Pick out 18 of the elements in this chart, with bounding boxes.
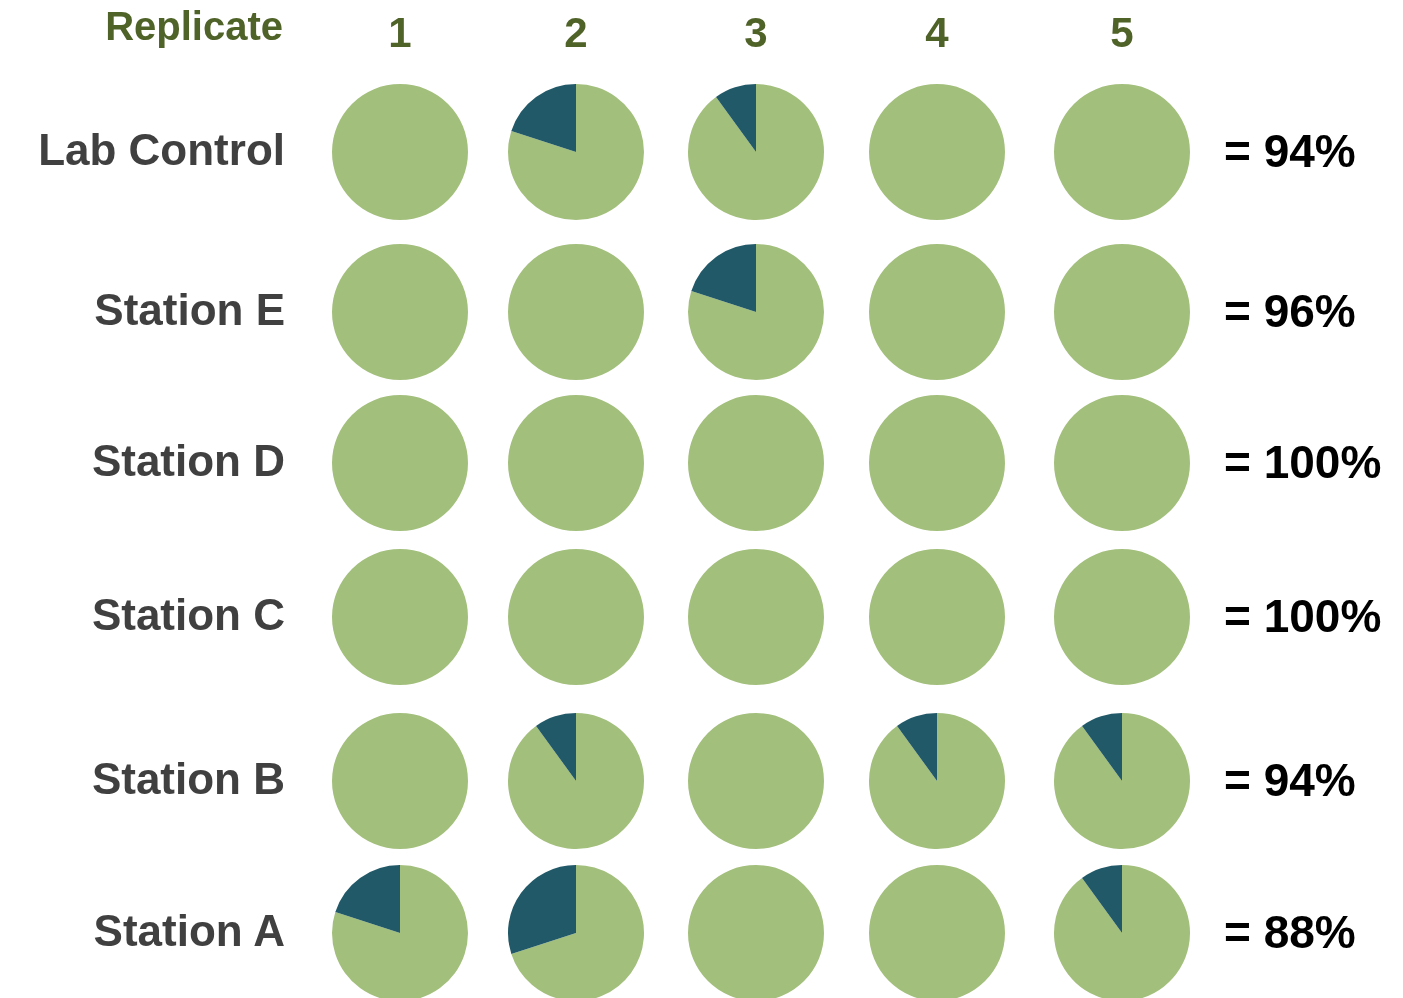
chart-title: 1 [388, 9, 412, 56]
text: = 100% [1224, 590, 1382, 642]
chart-title: 4 [925, 9, 949, 56]
text: Station A [93, 906, 285, 955]
text: Replicate [105, 4, 283, 48]
text: = 96% [1224, 285, 1356, 337]
text: Station B [91, 754, 285, 803]
text: Lab Control [38, 125, 285, 174]
text: = 94% [1224, 125, 1356, 177]
text: = 88% [1224, 906, 1356, 958]
text: Station D [91, 436, 285, 485]
text: = 94% [1224, 754, 1356, 806]
text: Station E [94, 285, 285, 334]
text: Station C [91, 590, 285, 639]
chart-title: 3 [744, 9, 768, 56]
text: = 100% [1224, 436, 1382, 488]
chart-title: 5 [1110, 9, 1134, 56]
chart-title: 2 [564, 9, 588, 56]
